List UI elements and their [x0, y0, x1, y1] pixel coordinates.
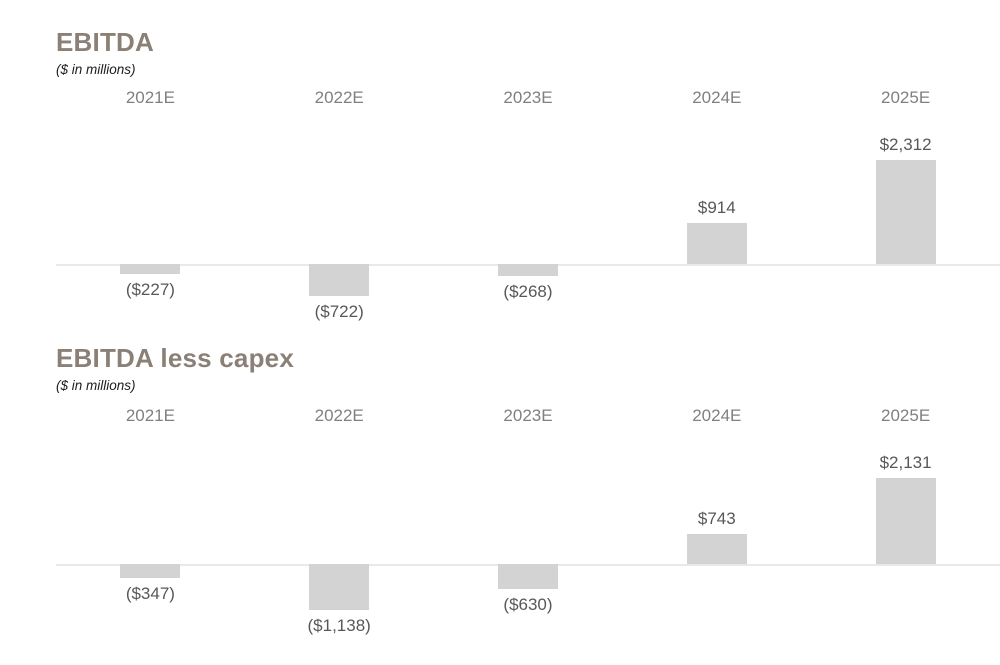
bar — [875, 160, 936, 264]
value-label: $2,312 — [879, 135, 932, 154]
bar-column-2025e: 2025E $2,131 — [811, 406, 1000, 658]
bar — [875, 478, 936, 564]
category-label: 2025E — [881, 406, 931, 425]
bar-column-2024e: 2024E $743 — [622, 406, 811, 658]
value-label: ($227) — [125, 280, 175, 299]
bar-column-2023e: 2023E ($268) — [434, 88, 623, 340]
bar-plot-ebitda: 2021E ($227) 2022E ($722) 2023E ($268) 2024E $9… — [56, 88, 1000, 340]
value-label: ($347) — [125, 584, 175, 603]
bar — [120, 564, 181, 578]
value-label: ($722) — [314, 302, 364, 321]
bar — [497, 564, 558, 589]
category-label: 2025E — [881, 88, 931, 107]
category-label: 2023E — [503, 88, 553, 107]
category-label: 2024E — [692, 406, 742, 425]
value-label: $914 — [697, 198, 736, 217]
bar — [686, 223, 747, 264]
bar — [309, 564, 370, 610]
bar-column-2023e: 2023E ($630) — [434, 406, 623, 658]
chart-title-ebitda-less-capex: EBITDA less capex — [56, 343, 294, 373]
bar-column-2022e: 2022E ($722) — [245, 88, 434, 340]
value-label: ($268) — [503, 282, 553, 301]
value-label: $2,131 — [879, 453, 932, 472]
category-label: 2022E — [314, 88, 364, 107]
chart-title-ebitda: EBITDA — [56, 27, 154, 57]
bar — [309, 264, 370, 296]
category-label: 2024E — [692, 88, 742, 107]
bar-column-2021e: 2021E ($347) — [56, 406, 245, 658]
bar-column-2022e: 2022E ($1,138) — [245, 406, 434, 658]
category-label: 2022E — [314, 406, 364, 425]
value-label: ($1,138) — [307, 616, 371, 635]
chart-subtitle-ebitda: ($ in millions) — [56, 62, 136, 77]
bar-column-2021e: 2021E ($227) — [56, 88, 245, 340]
category-label: 2021E — [125, 406, 175, 425]
bar-column-2024e: 2024E $914 — [622, 88, 811, 340]
bar-plot-ebitda-less-capex: 2021E ($347) 2022E ($1,138) 2023E ($630) 2024E… — [56, 406, 1000, 658]
category-label: 2023E — [503, 406, 553, 425]
bar-column-2025e: 2025E $2,312 — [811, 88, 1000, 340]
bar — [686, 534, 747, 564]
chart-subtitle-ebitda-less-capex: ($ in millions) — [56, 378, 136, 393]
bar — [120, 264, 181, 274]
value-label: $743 — [697, 509, 736, 528]
category-label: 2021E — [125, 88, 175, 107]
value-label: ($630) — [503, 595, 553, 614]
bar — [497, 264, 558, 276]
